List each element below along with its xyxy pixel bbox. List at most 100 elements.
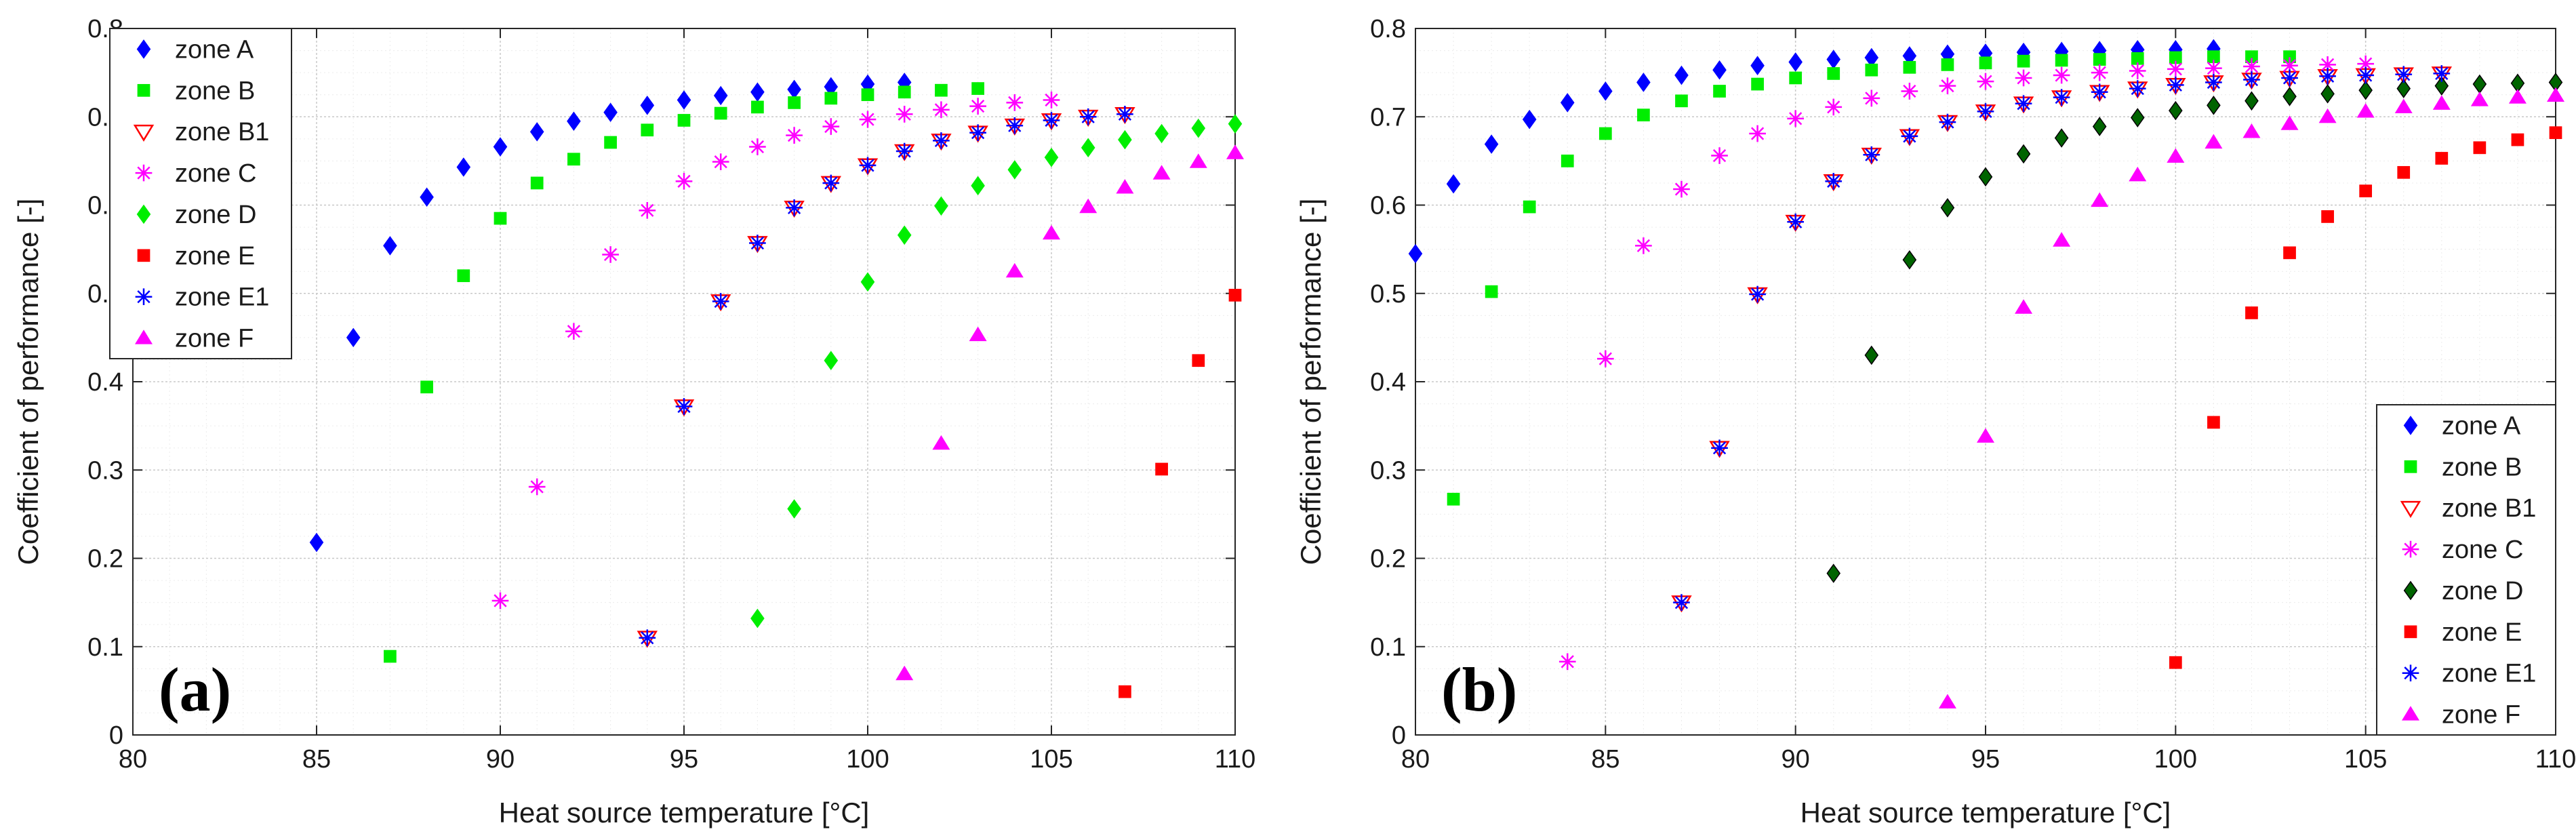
data-point (1485, 285, 1498, 298)
data-point (1006, 117, 1024, 134)
data-point (2167, 148, 2185, 163)
y-tick-label: 0.1 (87, 633, 123, 662)
data-point (2432, 95, 2451, 110)
panel-b-legend: zone A zone B zone B1 zone C zone D zone E zon… (2376, 404, 2556, 736)
legend-label: zone B1 (2442, 494, 2536, 523)
data-point (969, 124, 986, 142)
data-point (1864, 345, 1879, 365)
legend-marker (2402, 706, 2419, 721)
data-point (1903, 60, 1916, 74)
panel-b-series-zone-d (1826, 73, 2563, 583)
data-point (2356, 103, 2375, 118)
data-point (604, 136, 617, 149)
data-point (860, 272, 875, 292)
legend-label: zone C (2442, 536, 2523, 564)
y-tick-label: 0.3 (87, 456, 123, 485)
panel-b-series-zone-c (1558, 55, 2375, 671)
data-point (2130, 108, 2145, 127)
data-point (2129, 166, 2147, 182)
legend-label: zone E1 (175, 283, 269, 312)
data-point (530, 176, 544, 190)
data-point (859, 157, 877, 174)
data-point (1596, 350, 1614, 367)
data-point (822, 118, 840, 135)
x-tick-label: 80 (1401, 745, 1430, 774)
data-point (1902, 250, 1917, 270)
data-point (675, 172, 693, 190)
data-point (898, 85, 911, 99)
data-point (787, 499, 801, 519)
legend-marker (2404, 460, 2417, 473)
x-tick-label: 110 (2535, 745, 2576, 774)
data-point (1711, 147, 1728, 164)
data-point (639, 629, 656, 647)
data-point (1789, 71, 1803, 85)
data-point (1598, 127, 1612, 140)
data-point (2015, 95, 2032, 113)
legend-marker (135, 288, 153, 306)
data-point (383, 236, 397, 256)
data-point (932, 435, 950, 450)
data-point (2169, 656, 2182, 669)
data-point (420, 380, 433, 394)
y-tick-label: 0.4 (87, 368, 123, 397)
y-tick-label: 0.2 (1370, 545, 1406, 574)
x-tick-label: 100 (2154, 745, 2197, 774)
data-point (1118, 129, 1132, 150)
data-point (1636, 73, 1651, 92)
data-point (346, 327, 361, 348)
y-tick-label: 0.7 (1370, 103, 1406, 132)
data-point (1825, 98, 1843, 116)
legend-marker (2402, 540, 2419, 558)
data-point (2129, 80, 2146, 97)
data-point (1901, 127, 1918, 145)
data-point (1938, 694, 1956, 709)
panel-b-x-axis-title: Heat source temperature [°C] (1800, 797, 2171, 829)
panel-a-y-axis-title: Coefficient of performance [-] (12, 199, 44, 565)
legend-marker (135, 330, 153, 344)
data-point (1863, 146, 1880, 163)
legend-marker (2400, 500, 2421, 518)
data-point (2281, 69, 2298, 87)
data-point (2207, 416, 2220, 429)
data-point (1978, 167, 1993, 187)
legend-label: zone F (175, 325, 254, 353)
data-point (1005, 262, 1024, 278)
data-point (2167, 60, 2184, 78)
data-point (493, 137, 508, 157)
data-point (1674, 65, 1689, 85)
data-point (786, 199, 803, 216)
data-point (1901, 83, 1918, 100)
legend-marker (2403, 416, 2418, 435)
x-tick-label: 85 (1591, 745, 1619, 774)
data-point (1826, 563, 1841, 583)
y-tick-label: 0.6 (1370, 192, 1406, 220)
data-point (1977, 428, 1994, 443)
data-point (1598, 81, 1613, 101)
legend-box (2376, 404, 2556, 736)
data-point (567, 153, 580, 166)
data-point (1226, 144, 1244, 159)
data-point (1637, 108, 1650, 122)
data-point (2547, 87, 2564, 102)
data-point (1635, 237, 1652, 254)
data-point (1561, 155, 1574, 167)
legend-label: zone A (175, 35, 254, 64)
data-point (1977, 73, 1994, 90)
data-point (1787, 110, 1805, 127)
data-point (1673, 594, 1690, 611)
legend-label: zone F (2442, 701, 2520, 730)
data-point (675, 398, 693, 415)
data-point (1154, 123, 1169, 144)
data-point (2549, 126, 2562, 140)
data-point (1006, 94, 1024, 111)
data-point (457, 269, 470, 283)
data-point (751, 100, 764, 114)
y-tick-label: 0.2 (87, 545, 123, 574)
data-point (2245, 306, 2258, 319)
legend-marker (135, 164, 153, 182)
data-point (1977, 103, 1994, 120)
legend-label: zone C (175, 159, 256, 188)
data-point (2243, 71, 2260, 88)
